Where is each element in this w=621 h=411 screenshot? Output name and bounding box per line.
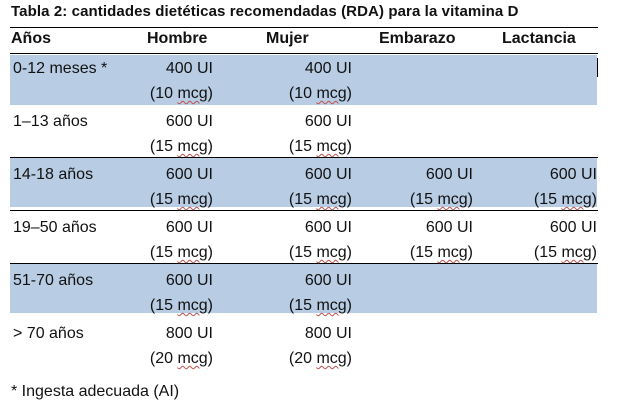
cell-age: 0-12 meses * bbox=[13, 60, 108, 77]
cell-male-mcg: (15 mcg) bbox=[149, 191, 213, 208]
cell-pregnancy-ui: 600 UI bbox=[425, 166, 473, 183]
cell-lactation-mcg: (15 mcg) bbox=[533, 244, 597, 261]
cell-age: 1–13 años bbox=[13, 113, 88, 130]
spellcheck-underline: mcg bbox=[177, 85, 208, 102]
spellcheck-underline: mcg bbox=[316, 191, 347, 208]
table-title: Tabla 2: cantidades dietéticas recomenda… bbox=[11, 3, 519, 20]
header-rule-top bbox=[10, 27, 598, 28]
spellcheck-underline: mcg bbox=[316, 350, 347, 367]
cell-female-ui: 600 UI bbox=[304, 272, 352, 289]
cell-female-mcg: (15 mcg) bbox=[288, 297, 352, 314]
row-rule-4 bbox=[10, 263, 598, 264]
spellcheck-underline: mcg bbox=[316, 297, 347, 314]
cell-male-ui: 600 UI bbox=[165, 219, 213, 236]
header-rule-bottom bbox=[10, 53, 598, 54]
cell-male-mcg: (15 mcg) bbox=[149, 297, 213, 314]
spellcheck-underline: mcg bbox=[316, 244, 347, 261]
row-rule-2 bbox=[10, 157, 598, 158]
cell-male-ui: 600 UI bbox=[165, 166, 213, 183]
cell-lactation-ui: 600 UI bbox=[549, 166, 597, 183]
cell-female-ui: 600 UI bbox=[304, 219, 352, 236]
row-rule-3 bbox=[10, 210, 598, 211]
spellcheck-underline: mcg bbox=[316, 138, 347, 155]
cell-age: 51-70 años bbox=[13, 272, 94, 289]
cell-age: 19–50 años bbox=[13, 219, 97, 236]
header-anos: Años bbox=[11, 30, 51, 47]
header-embarazo: Embarazo bbox=[379, 30, 456, 47]
cell-male-ui: 400 UI bbox=[165, 60, 213, 77]
cell-male-mcg: (20 mcg) bbox=[149, 350, 213, 367]
cell-female-ui: 600 UI bbox=[304, 113, 352, 130]
cell-pregnancy-ui: 600 UI bbox=[425, 219, 473, 236]
spellcheck-underline: mcg bbox=[177, 350, 208, 367]
header-hombre: Hombre bbox=[147, 30, 208, 47]
cell-lactation-mcg: (15 mcg) bbox=[533, 191, 597, 208]
cell-male-ui: 600 UI bbox=[165, 272, 213, 289]
spellcheck-underline: mcg bbox=[561, 191, 592, 208]
cell-female-mcg: (15 mcg) bbox=[288, 191, 352, 208]
spellcheck-underline: mcg bbox=[561, 244, 592, 261]
row-band-0 bbox=[10, 55, 597, 105]
cell-female-mcg: (10 mcg) bbox=[288, 85, 352, 102]
cell-male-ui: 800 UI bbox=[165, 325, 213, 342]
cell-pregnancy-mcg: (15 mcg) bbox=[409, 244, 473, 261]
spellcheck-underline: mcg bbox=[177, 138, 208, 155]
spellcheck-underline: mcg bbox=[437, 191, 468, 208]
cell-female-ui: 800 UI bbox=[304, 325, 352, 342]
cell-female-mcg: (20 mcg) bbox=[288, 350, 352, 367]
spellcheck-underline: mcg bbox=[177, 297, 208, 314]
row-band-2 bbox=[10, 157, 597, 207]
cell-female-mcg: (15 mcg) bbox=[288, 138, 352, 155]
cell-female-ui: 600 UI bbox=[304, 166, 352, 183]
spellcheck-underline: mcg bbox=[177, 191, 208, 208]
cell-female-mcg: (15 mcg) bbox=[288, 244, 352, 261]
text-cursor bbox=[597, 58, 598, 77]
cell-lactation-ui: 600 UI bbox=[549, 219, 597, 236]
cell-female-ui: 400 UI bbox=[304, 60, 352, 77]
spellcheck-underline: mcg bbox=[437, 244, 468, 261]
header-lactancia: Lactancia bbox=[502, 30, 576, 47]
cell-male-mcg: (15 mcg) bbox=[149, 244, 213, 261]
spellcheck-underline: mcg bbox=[177, 244, 208, 261]
cell-male-mcg: (10 mcg) bbox=[149, 85, 213, 102]
footnote: * Ingesta adecuada (AI) bbox=[11, 383, 180, 400]
cell-male-mcg: (15 mcg) bbox=[149, 138, 213, 155]
header-mujer: Mujer bbox=[266, 30, 309, 47]
cell-pregnancy-mcg: (15 mcg) bbox=[409, 191, 473, 208]
cell-male-ui: 600 UI bbox=[165, 113, 213, 130]
spellcheck-underline: mcg bbox=[316, 85, 347, 102]
row-band-4 bbox=[10, 263, 597, 313]
cell-age: > 70 años bbox=[13, 325, 84, 342]
cell-age: 14-18 años bbox=[13, 166, 94, 183]
